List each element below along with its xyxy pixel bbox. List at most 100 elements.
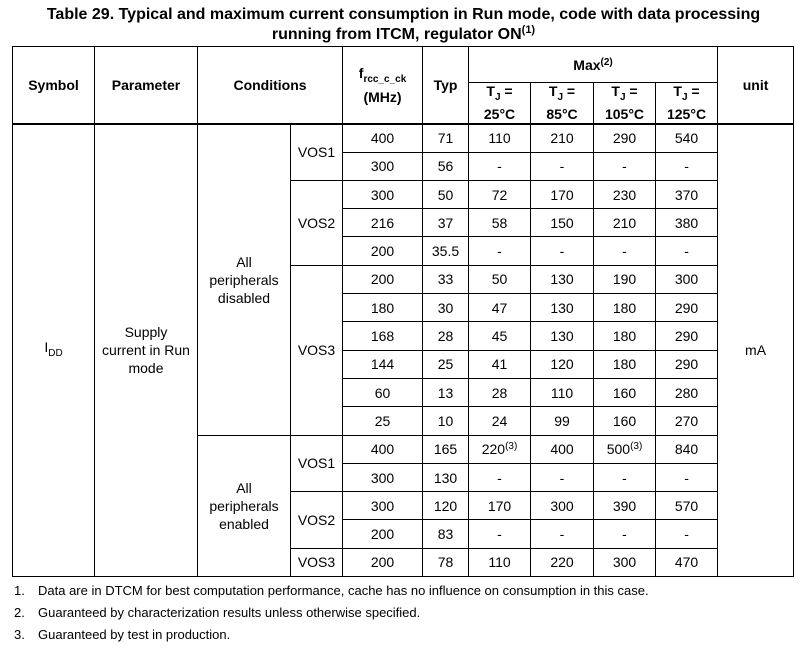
- cell-max-85: -: [530, 462, 595, 493]
- cell-typ: 165: [422, 434, 470, 464]
- cell-frequency: 300: [342, 151, 424, 181]
- cell-max-125: 300: [655, 264, 719, 295]
- cell-frequency: 180: [342, 293, 424, 323]
- cell-max-125: 290: [655, 293, 719, 323]
- vos-label: VOS1: [289, 434, 344, 493]
- cell-typ: 35.5: [422, 236, 470, 266]
- cell-max-125: 280: [655, 377, 719, 408]
- cell-frequency: 168: [342, 321, 424, 351]
- cell-max-105: 160: [593, 406, 657, 436]
- cell-max-105: 190: [593, 264, 657, 295]
- cell-typ: 71: [422, 123, 470, 153]
- condition-peripherals-disabled: All peripherals disabled: [197, 123, 291, 436]
- cell-max-105: 500(3): [593, 434, 657, 464]
- table-row: 180 30 47 130 180 290: [13, 293, 794, 323]
- cell-max-25: 24: [468, 406, 532, 436]
- header-temp-105: TJ = 105°C: [593, 81, 657, 125]
- cell-max-125: 290: [655, 349, 719, 379]
- cell-max-85: 220: [530, 547, 595, 578]
- cell-max-85: 99: [530, 406, 595, 436]
- cell-frequency: 400: [342, 434, 424, 464]
- cell-max-125: 270: [655, 406, 719, 436]
- cell-max-125: -: [655, 519, 719, 549]
- cell-max-25: 45: [468, 321, 532, 351]
- header-temp-row: TJ = 25°C TJ = 85°C TJ = 105°C TJ = 125°…: [13, 81, 794, 125]
- vos-label: VOS2: [289, 179, 344, 266]
- cell-max-85: -: [530, 236, 595, 266]
- cell-max-105: 210: [593, 208, 657, 238]
- cell-frequency: 200: [342, 236, 424, 266]
- header-conditions: Conditions: [196, 45, 344, 125]
- cell-max-85: -: [530, 519, 595, 549]
- cell-frequency: 400: [342, 123, 424, 153]
- cell-max-105: 290: [593, 123, 657, 153]
- cell-max-125: 540: [655, 123, 719, 153]
- header-symbol: Symbol: [12, 45, 95, 125]
- header-typ: Typ: [422, 45, 470, 125]
- cell-typ: 78: [422, 547, 470, 578]
- header-temp-25: TJ = 25°C: [468, 81, 532, 125]
- cell-max-25: 110: [468, 123, 532, 153]
- header-temp-85: TJ = 85°C: [530, 81, 595, 125]
- cell-frequency: 216: [342, 208, 424, 238]
- header-frequency: frcc_c_ck (MHz): [342, 45, 424, 125]
- cell-max-25: -: [468, 519, 532, 549]
- cell-typ: 130: [422, 462, 470, 493]
- cell-max-25: 41: [468, 349, 532, 379]
- header-temp-125: TJ = 125°C: [655, 81, 719, 125]
- table-title-line2: running from ITCM, regulator ON(1): [271, 24, 536, 44]
- cell-frequency: 300: [342, 491, 424, 521]
- cell-frequency: 200: [342, 519, 424, 549]
- vos-label: VOS3: [289, 264, 344, 436]
- table-row: 200 83 - - - -: [13, 519, 794, 549]
- cell-frequency: 60: [342, 377, 424, 408]
- table-title-line1: Table 29. Typical and maximum current co…: [46, 6, 761, 23]
- condition-peripherals-enabled: All peripherals enabled: [197, 434, 291, 578]
- cell-max-85: 110: [530, 377, 595, 408]
- cell-typ: 25: [422, 349, 470, 379]
- cell-max-125: -: [655, 151, 719, 181]
- cell-max-105: 180: [593, 321, 657, 351]
- footnotes: 1. Data are in DTCM for best computation …: [14, 580, 794, 646]
- cell-max-85: 150: [530, 208, 595, 238]
- cell-max-85: 130: [530, 264, 595, 295]
- header-max: Max(2): [468, 46, 719, 83]
- cell-max-105: -: [593, 236, 657, 266]
- table-row: VOS3 200 33 50 130 190 300: [13, 264, 794, 436]
- cell-max-105: 230: [593, 179, 657, 210]
- cell-max-105: -: [593, 151, 657, 181]
- cell-max-125: 370: [655, 179, 719, 210]
- table-row: IDD Supply current in Run mode All perip…: [12, 123, 795, 578]
- header-unit: unit: [717, 45, 795, 125]
- current-consumption-table: Symbol Parameter Conditions frcc_c_ck (M…: [12, 45, 795, 578]
- cell-typ: 120: [422, 491, 470, 521]
- cell-max-25: 47: [468, 293, 532, 323]
- cell-max-25: 58: [468, 208, 532, 238]
- cell-max-105: -: [593, 519, 657, 549]
- cell-frequency: 200: [342, 547, 424, 578]
- cell-max-85: 170: [530, 179, 595, 210]
- cell-max-25: 72: [468, 179, 532, 210]
- cell-max-125: -: [655, 236, 719, 266]
- cell-frequency: 300: [342, 462, 424, 493]
- table-row: 60 13 28 110 160 280: [13, 377, 794, 408]
- table-row: VOS2 300 120 170 300 390 570: [13, 491, 794, 549]
- cell-typ: 30: [422, 293, 470, 323]
- cell-max-105: 160: [593, 377, 657, 408]
- cell-max-125: 290: [655, 321, 719, 351]
- table-row: All peripherals enabled VOS1 400 165 220…: [13, 434, 794, 578]
- vos-label: VOS1: [289, 123, 344, 181]
- cell-max-125: -: [655, 462, 719, 493]
- cell-max-85: 300: [530, 491, 595, 521]
- cell-max-85: 210: [530, 123, 595, 153]
- table-title: Table 29. Typical and maximum current co…: [0, 5, 807, 45]
- unit-ma: mA: [717, 123, 795, 578]
- cell-frequency: 25: [342, 406, 424, 436]
- cell-typ: 83: [422, 519, 470, 549]
- cell-max-105: 300: [593, 547, 657, 578]
- vos-label: VOS3: [289, 547, 344, 578]
- cell-max-125: 470: [655, 547, 719, 578]
- cell-max-25: 28: [468, 377, 532, 408]
- cell-typ: 37: [422, 208, 470, 238]
- cell-typ: 50: [422, 179, 470, 210]
